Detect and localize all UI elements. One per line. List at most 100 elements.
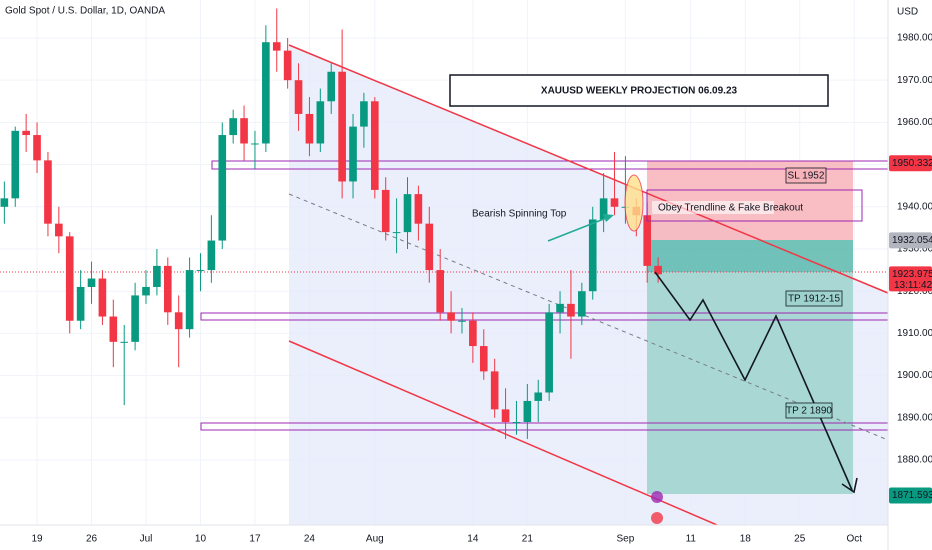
price-label-box — [889, 232, 932, 249]
candle-body — [153, 265, 161, 287]
currency[interactable]: USD — [897, 7, 918, 18]
candle-body — [349, 126, 357, 182]
candle-body — [425, 223, 434, 271]
projection-path — [654, 271, 853, 491]
x-tick-label: Oct — [846, 534, 862, 545]
mid-line — [288, 193, 889, 441]
tp-box — [785, 402, 833, 419]
candle-body — [512, 422, 521, 424]
candle-body — [360, 101, 368, 127]
candle-body — [207, 240, 216, 271]
chart-title: Gold Spot / U.S. Dollar, 1D, OANDA — [5, 6, 165, 17]
candle-body — [218, 135, 227, 241]
candle-body — [131, 295, 139, 342]
x-tick-label: 17 — [249, 534, 261, 545]
x-tick-label: 24 — [304, 534, 316, 545]
candle-body — [272, 42, 281, 51]
candle-body — [545, 312, 553, 393]
price-label: 1871.593 — [892, 490, 932, 501]
candle-body — [98, 278, 107, 317]
candle-body — [55, 223, 63, 237]
candle-body — [523, 400, 532, 423]
y-tick-label: 1900.000 — [897, 370, 932, 381]
candle-body — [501, 409, 510, 423]
candle-body — [240, 118, 248, 144]
candle-body — [588, 219, 597, 292]
candle-body — [490, 371, 499, 410]
candle-body — [316, 101, 325, 144]
y-tick-label: 1960.000 — [897, 117, 932, 128]
price-label: 1950.332 — [892, 158, 932, 169]
x-tick-label: 21 — [522, 534, 534, 545]
candle-body — [338, 71, 346, 182]
sl-box — [785, 167, 827, 184]
highlight-ellipse — [624, 174, 644, 232]
y-tick-label: 1980.000 — [897, 33, 932, 44]
candle-body — [469, 320, 477, 347]
trend-line — [288, 340, 746, 538]
note-text: Obey Trendline & Fake Breakout — [658, 203, 803, 214]
countdown: 13:11:42 — [894, 280, 932, 291]
x-tick-label: 25 — [794, 534, 806, 545]
x-tick-label: 18 — [740, 534, 752, 545]
y-tick-label: 1930.000 — [897, 244, 932, 255]
x-tick-label: 19 — [31, 534, 43, 545]
projection-arrow — [841, 477, 858, 494]
x-tick-label: 11 — [686, 534, 697, 545]
candle-body — [33, 135, 41, 161]
candle-body — [436, 270, 444, 313]
x-tick-label: 26 — [86, 534, 98, 545]
y-tick-label: 1940.000 — [897, 201, 932, 212]
pattern-label: Bearish Spinning Top — [472, 209, 567, 220]
candle-body — [294, 80, 303, 114]
candle-body — [22, 130, 30, 136]
candle-body — [610, 198, 619, 207]
candle-body — [262, 42, 270, 144]
tp2-label: TP 2 1890 — [786, 406, 832, 417]
tp-box — [785, 290, 843, 307]
candle-body — [251, 143, 259, 145]
candle-body — [185, 270, 194, 330]
candle-body — [567, 303, 575, 317]
event-icon[interactable] — [651, 512, 663, 524]
trend-line — [288, 44, 889, 294]
tp1-label: TP 1912-15 — [788, 294, 841, 305]
candle-body — [599, 198, 608, 220]
candle-body — [305, 113, 314, 144]
candle-body — [556, 303, 564, 313]
price-label-box — [889, 487, 932, 504]
candle-body — [578, 291, 586, 317]
price-label-box — [889, 266, 932, 292]
candle-body — [654, 265, 662, 275]
candle-body — [196, 270, 205, 272]
candle-body — [0, 198, 9, 207]
price-label-box — [889, 155, 932, 172]
x-tick-label: Aug — [366, 534, 384, 545]
candle-body — [479, 346, 488, 372]
time-axis — [0, 525, 888, 550]
candle-body — [447, 312, 455, 321]
candle-body — [163, 265, 172, 313]
candle-body — [370, 101, 379, 190]
candle-body — [109, 316, 118, 342]
candle-body — [174, 312, 183, 330]
candle-body — [643, 215, 652, 266]
candle-body — [65, 236, 74, 321]
candle-body — [87, 278, 96, 287]
x-tick-label: Sep — [617, 534, 635, 545]
event-icon[interactable] — [651, 491, 663, 503]
candle-body — [11, 130, 20, 199]
candle-body — [283, 50, 292, 81]
arrow-head — [603, 214, 614, 222]
sl-label: SL 1952 — [788, 171, 825, 182]
y-tick-label: 1890.000 — [897, 412, 932, 423]
price-label: 1932.054 — [892, 235, 932, 246]
y-tick-label: 1880.000 — [897, 455, 932, 466]
candle-body — [414, 194, 423, 224]
price-label: 1923.975 — [892, 269, 932, 280]
x-tick-label: Jul — [140, 534, 153, 545]
candles — [0, 8, 662, 439]
candle-body — [229, 118, 237, 136]
